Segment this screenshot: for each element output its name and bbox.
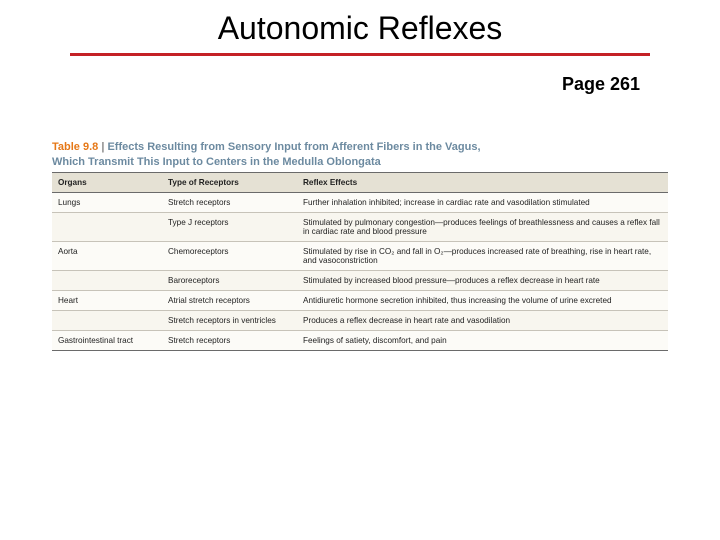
table-caption: Table 9.8 | Effects Resulting from Senso… (52, 137, 668, 168)
table-row: HeartAtrial stretch receptorsAntidiureti… (52, 291, 668, 311)
table-row: Gastrointestinal tractStretch receptorsF… (52, 331, 668, 351)
table-cell: Stimulated by increased blood pressure—p… (297, 271, 668, 291)
col-header-receptor: Type of Receptors (162, 173, 297, 193)
table-number: Table 9.8 (52, 141, 98, 153)
table-cell: Stimulated by rise in CO₂ and fall in O₂… (297, 242, 668, 271)
table-cell: Produces a reflex decrease in heart rate… (297, 311, 668, 331)
table-cell: Further inhalation inhibited; increase i… (297, 193, 668, 213)
title-wrap: Autonomic Reflexes (30, 10, 690, 53)
table-cell: Stretch receptors (162, 193, 297, 213)
table-row: Stretch receptors in ventriclesProduces … (52, 311, 668, 331)
table-cell: Atrial stretch receptors (162, 291, 297, 311)
table-row: LungsStretch receptorsFurther inhalation… (52, 193, 668, 213)
table-cell (52, 213, 162, 242)
table-row: BaroreceptorsStimulated by increased blo… (52, 271, 668, 291)
col-header-effects: Reflex Effects (297, 173, 668, 193)
title-underline (70, 53, 650, 56)
table-cell (52, 271, 162, 291)
table-body: LungsStretch receptorsFurther inhalation… (52, 193, 668, 351)
table-title-line1: Effects Resulting from Sensory Input fro… (107, 141, 480, 153)
col-header-organ: Organs (52, 173, 162, 193)
table-cell: Stretch receptors (162, 331, 297, 351)
table-header-row: Organs Type of Receptors Reflex Effects (52, 173, 668, 193)
table-cell: Chemoreceptors (162, 242, 297, 271)
table-cell: Stretch receptors in ventricles (162, 311, 297, 331)
table-cell: Feelings of satiety, discomfort, and pai… (297, 331, 668, 351)
table-cell: Antidiuretic hormone secretion inhibited… (297, 291, 668, 311)
page-title: Autonomic Reflexes (218, 10, 503, 53)
page-number: Page 261 (30, 74, 640, 95)
table-title-line2: Which Transmit This Input to Centers in … (52, 156, 668, 168)
table-row: AortaChemoreceptorsStimulated by rise in… (52, 242, 668, 271)
table-cell: Baroreceptors (162, 271, 297, 291)
table-cell: Lungs (52, 193, 162, 213)
table-row: Type J receptorsStimulated by pulmonary … (52, 213, 668, 242)
slide: Autonomic Reflexes Page 261 Table 9.8 | … (0, 0, 720, 540)
table-cell: Stimulated by pulmonary congestion—produ… (297, 213, 668, 242)
table-cell: Aorta (52, 242, 162, 271)
table-cell: Heart (52, 291, 162, 311)
table-cell: Gastrointestinal tract (52, 331, 162, 351)
table-cell: Type J receptors (162, 213, 297, 242)
table-region: Table 9.8 | Effects Resulting from Senso… (52, 137, 668, 351)
data-table: Organs Type of Receptors Reflex Effects … (52, 172, 668, 351)
table-cell (52, 311, 162, 331)
